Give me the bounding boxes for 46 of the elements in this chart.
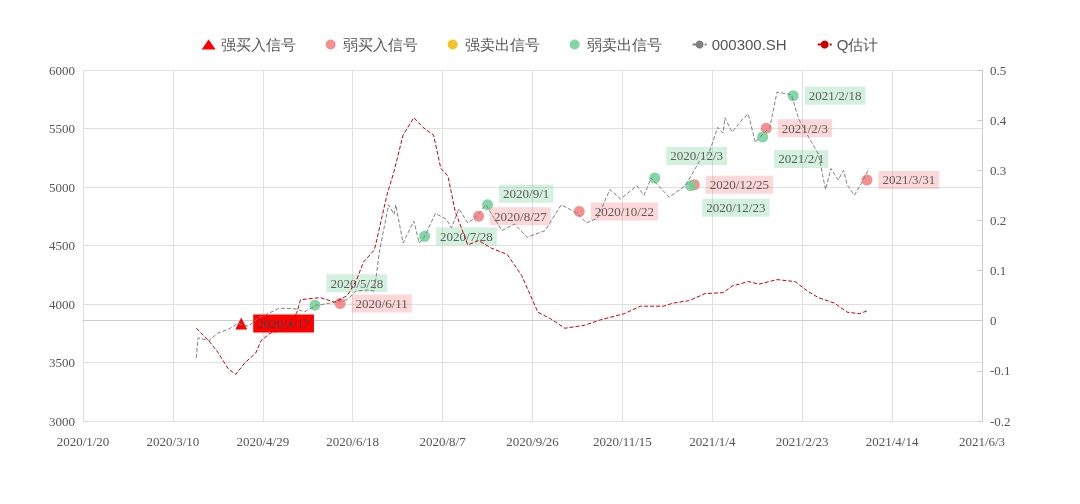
legend-label: 强卖出信号 xyxy=(464,36,540,53)
legend-label: 强买入信号 xyxy=(220,36,296,53)
data-label: 2020/8/27 xyxy=(494,208,548,224)
y-tick-label: 4000 xyxy=(49,296,75,312)
legend-label: 弱卖出信号 xyxy=(586,36,662,53)
x-tick-label: 2020/9/26 xyxy=(506,434,560,449)
y-tick-label: 4500 xyxy=(49,238,75,253)
y2-tick-label: 0.1 xyxy=(990,263,1007,279)
data-label: 2021/2/18 xyxy=(808,88,862,104)
x-tick-label: 2020/4/29 xyxy=(236,434,290,449)
y2-tick-label: 0.4 xyxy=(990,112,1007,128)
y-tick-label: 3500 xyxy=(49,355,75,370)
legend-label: 弱买入信号 xyxy=(342,36,418,53)
data-label: 2021/2/3 xyxy=(781,120,828,136)
data-label: 2020/12/23 xyxy=(706,200,766,216)
x-tick-label: 2021/4/14 xyxy=(865,434,919,449)
legend-label: Q估计 xyxy=(836,36,879,53)
data-label: 2021/3/31 xyxy=(882,172,936,188)
x-tick-label: 2021/2/23 xyxy=(775,434,829,449)
data-label: 2020/6/11 xyxy=(355,295,408,311)
y2-tick-label: -0.2 xyxy=(990,413,1011,429)
y-tick-label: 5500 xyxy=(49,121,75,136)
x-tick-label: 2020/3/10 xyxy=(146,434,200,449)
data-label: 2020/4/17 xyxy=(257,315,311,331)
y2-tick-label: 0 xyxy=(990,313,997,329)
legend-label: 000300.SH xyxy=(711,36,787,53)
data-label: 2020/10/22 xyxy=(594,204,654,220)
y2-tick-label: 0.2 xyxy=(990,212,1007,228)
x-tick-label: 2020/11/15 xyxy=(593,434,652,449)
x-tick-label: 2020/8/7 xyxy=(419,434,467,449)
data-label: 2020/12/3 xyxy=(670,148,723,164)
x-tick-label: 2021/6/3 xyxy=(958,434,1006,449)
y2-tick-label: 0.3 xyxy=(990,162,1007,178)
y2-tick-label: 0.5 xyxy=(990,62,1007,78)
data-label: 2020/12/25 xyxy=(709,177,770,193)
x-tick-label: 2021/1/4 xyxy=(689,434,736,449)
y2-tick-label: -0.1 xyxy=(990,363,1011,379)
y-tick-label: 6000 xyxy=(49,62,75,78)
x-tick-label: 2020/6/18 xyxy=(326,434,380,449)
data-label: 2020/5/28 xyxy=(330,275,384,291)
data-label: 2020/7/28 xyxy=(440,228,493,244)
data-label: 2021/2/1 xyxy=(778,151,825,167)
y-tick-label: 3000 xyxy=(49,413,75,429)
data-label: 2020/9/1 xyxy=(503,186,550,202)
x-tick-label: 2020/1/20 xyxy=(56,434,110,449)
y-tick-label: 5000 xyxy=(49,179,75,195)
